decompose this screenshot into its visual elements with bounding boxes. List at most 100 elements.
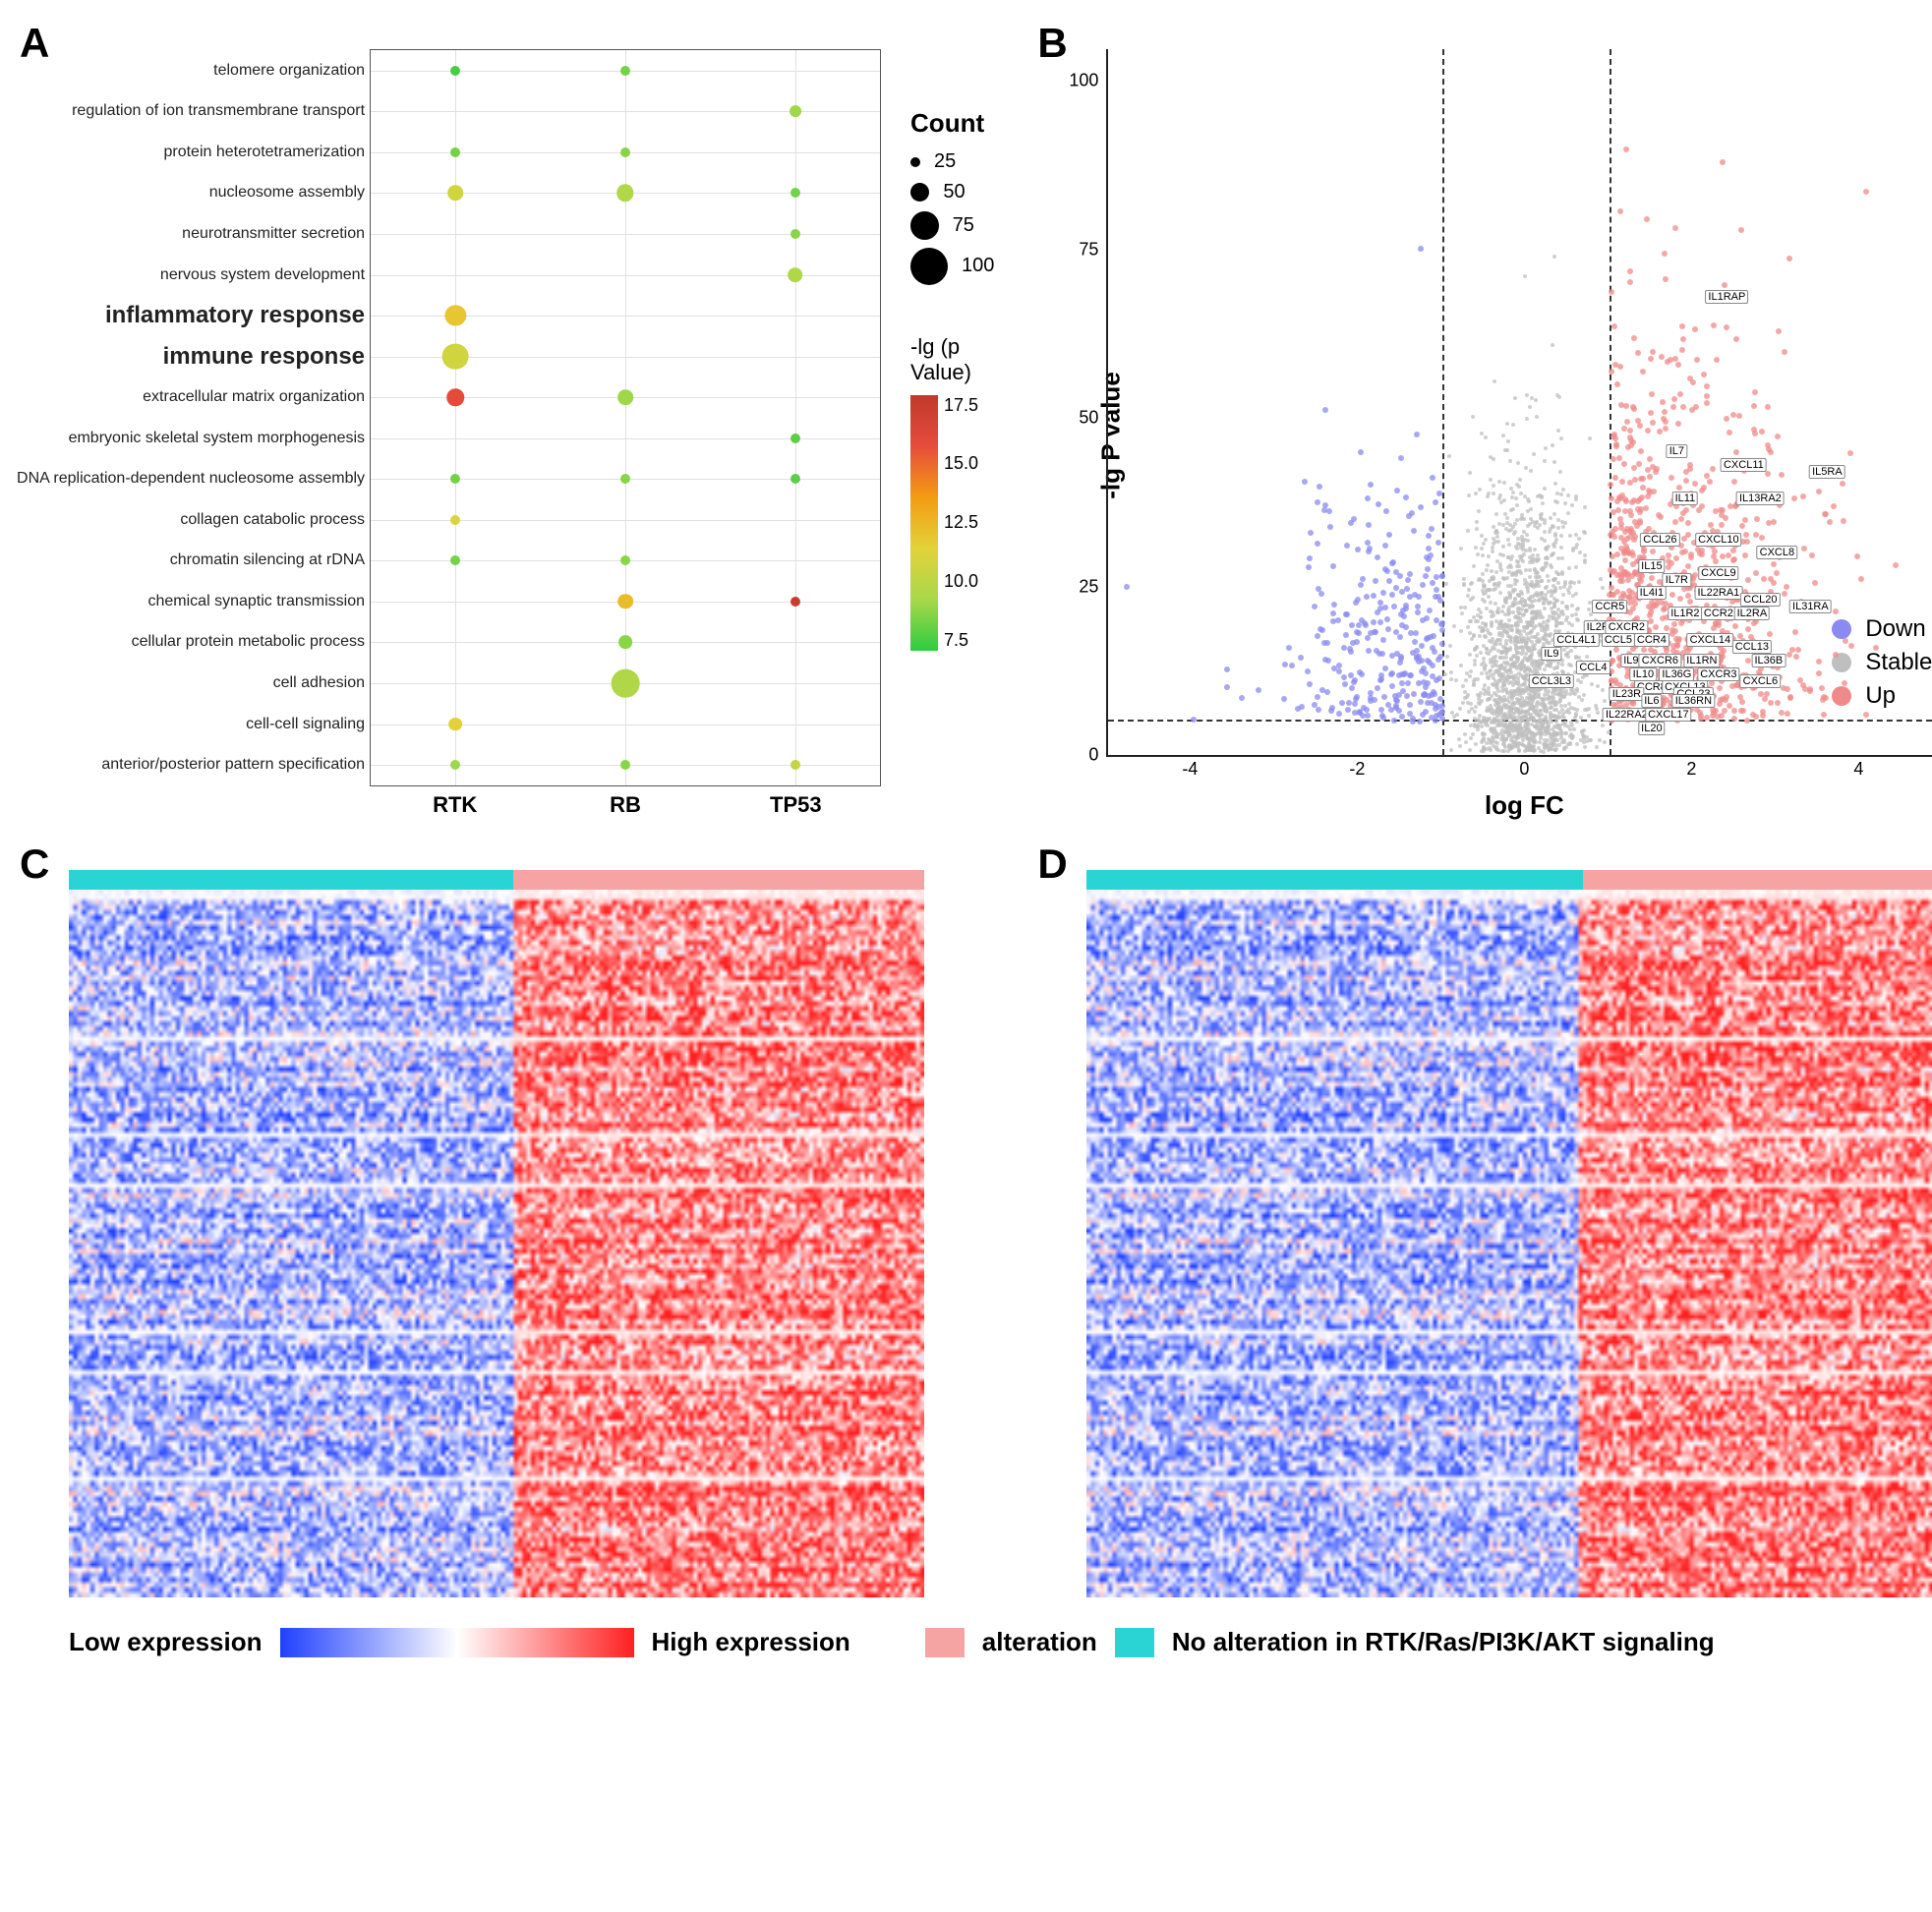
gene-label: CCL4	[1576, 661, 1610, 674]
dotplot-row-label: chromatin silencing at rDNA	[170, 551, 371, 569]
dotplot-row-label: protein heterotetramerization	[163, 144, 371, 161]
dotplot-point	[617, 389, 633, 405]
dotplot-point	[620, 147, 630, 157]
dotplot-row-label: nucleosome assembly	[209, 184, 371, 202]
xaxis-cat-0: RTK	[370, 792, 540, 818]
gene-label: IL36G	[1659, 667, 1694, 681]
dotplot-point	[448, 186, 464, 202]
panel-a: A telomere organization regulation of ion…	[20, 20, 1018, 821]
gene-label: IL31RA	[1789, 600, 1832, 613]
gene-label: CCL20	[1740, 593, 1780, 607]
panel-b-label: B	[1037, 20, 1067, 67]
gene-label: CCL4L1	[1553, 633, 1599, 647]
gene-label: IL15	[1638, 559, 1665, 573]
dotplot-row-label: collagen catabolic process	[180, 511, 371, 529]
gene-label: IL11	[1672, 492, 1699, 505]
heatmap-c	[69, 890, 924, 1597]
dotplot-point	[620, 555, 630, 565]
panel-c: C	[20, 840, 1018, 1597]
gene-label: IL36B	[1752, 654, 1786, 667]
gene-label: IL1RAP	[1705, 290, 1748, 304]
gene-label: CXCR2	[1606, 620, 1648, 634]
volcano-plot: 0255075100 DownStableUp IL1RAPIL7CXCL11I…	[1106, 49, 1932, 757]
count-legend-title: Count	[910, 108, 1018, 139]
gene-label: CXCL14	[1687, 633, 1734, 647]
heatmap-c-groupbar	[69, 870, 924, 890]
gene-label: CXCL6	[1740, 674, 1781, 688]
low-expression-label: Low expression	[69, 1627, 263, 1657]
dotplot-point	[790, 474, 800, 484]
dotplot-point	[618, 636, 632, 650]
volcano-xlabel: log FC	[1106, 790, 1932, 821]
expression-colorbar	[280, 1628, 634, 1657]
colorbar: 17.515.012.510.07.5	[910, 395, 938, 651]
dotplot-point	[790, 188, 800, 198]
gene-label: IL22RA2	[1603, 708, 1651, 722]
dotplot-row-label: embryonic skeletal system morphogenesis	[69, 430, 371, 447]
dotplot-row-label: extracellular matrix organization	[143, 388, 371, 406]
dotplot-point	[450, 515, 460, 525]
gene-label: CCR5	[1592, 600, 1627, 613]
gene-label: CXCL9	[1698, 566, 1738, 580]
dotplot-point	[620, 760, 630, 770]
gene-label: IL36RN	[1672, 694, 1715, 708]
dotplot-point	[620, 66, 630, 76]
gene-label: CCL3L3	[1529, 674, 1574, 688]
dotplot-point	[790, 434, 800, 443]
dotplot-row-label: regulation of ion transmembrane transpor…	[72, 102, 371, 120]
gene-label: CCR4	[1634, 633, 1669, 647]
gene-label: IL22RA1	[1694, 586, 1742, 600]
gene-label: CCL5	[1602, 633, 1635, 647]
heatmap-d-groupbar	[1086, 870, 1932, 890]
dotplot-point	[447, 388, 464, 405]
dotplot-point	[790, 760, 800, 770]
dotplot-point	[442, 343, 469, 370]
alteration-swatch	[925, 1628, 965, 1657]
dotplot-row-label: cellular protein metabolic process	[132, 633, 371, 651]
gene-label: IL9	[1541, 647, 1561, 661]
gene-label: IL1R2	[1668, 607, 1702, 620]
dotplot-point	[445, 305, 466, 325]
dotplot-xaxis: RTK RB TP53	[370, 792, 881, 818]
dotplot-row-label: neurotransmitter secretion	[182, 225, 371, 243]
high-expression-label: High expression	[652, 1627, 850, 1657]
gene-label: IL1RN	[1683, 654, 1720, 667]
dotplot-point	[450, 555, 460, 565]
dotplot-point	[790, 597, 800, 607]
panel-b: B -lg P value 0255075100 DownStableUp IL…	[1037, 20, 1932, 821]
dotplot-point	[790, 229, 800, 239]
panel-a-legend: Count 255075100 -lg (p Value) 17.515.012…	[910, 49, 1018, 818]
dotplot-point	[448, 718, 462, 731]
dotplot-point	[450, 147, 460, 157]
gene-label: CCL13	[1732, 640, 1772, 654]
dotplot-row-label: DNA replication-dependent nucleosome ass…	[17, 470, 371, 488]
gene-label: CXCL11	[1721, 458, 1767, 472]
heatmap-d	[1086, 890, 1932, 1597]
gene-label: CXCR6	[1639, 654, 1681, 667]
gene-label: IL4I1	[1637, 586, 1667, 600]
gene-label: IL6	[1641, 694, 1662, 708]
dotplot-point	[790, 105, 801, 117]
panel-d: D	[1037, 840, 1932, 1597]
xaxis-cat-2: TP53	[711, 792, 881, 818]
gene-label: IL13RA2	[1736, 492, 1785, 505]
gene-label: IL20	[1638, 722, 1665, 735]
dotplot-row-label: cell-cell signaling	[246, 716, 371, 733]
dotplot-point	[620, 474, 630, 484]
gene-label: CCR2	[1701, 607, 1736, 620]
gene-label: CXCL17	[1645, 708, 1692, 722]
gene-label: IL2RA	[1734, 607, 1771, 620]
dotplot-point	[450, 66, 460, 76]
dotplot-row-label: telomere organization	[213, 62, 371, 80]
gene-label: CXCL8	[1757, 546, 1797, 559]
panel-d-label: D	[1037, 840, 1067, 888]
dotplot-point	[617, 594, 633, 609]
panel-a-label: A	[20, 20, 49, 67]
dotplot-row-label: inflammatory response	[105, 302, 371, 329]
gene-label: CCL26	[1640, 533, 1679, 547]
alteration-label: alteration	[982, 1627, 1097, 1657]
dotplot-row-label: chemical synaptic transmission	[148, 593, 372, 610]
dotplot-point	[612, 669, 640, 698]
no-alteration-label: No alteration in RTK/Ras/PI3K/AKT signal…	[1172, 1627, 1715, 1657]
dotplot-row-label: nervous system development	[160, 266, 371, 284]
